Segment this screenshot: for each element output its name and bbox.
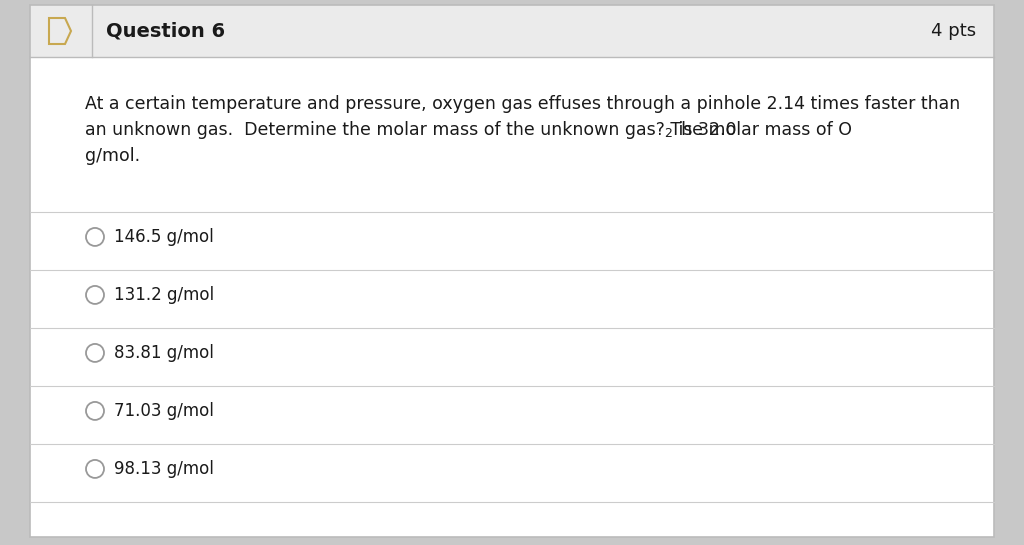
Text: 83.81 g/mol: 83.81 g/mol	[114, 344, 214, 362]
Text: 98.13 g/mol: 98.13 g/mol	[114, 460, 214, 478]
Text: g/mol.: g/mol.	[85, 147, 140, 165]
Text: 4 pts: 4 pts	[931, 22, 976, 40]
Text: At a certain temperature and pressure, oxygen gas effuses through a pinhole 2.14: At a certain temperature and pressure, o…	[85, 95, 961, 113]
Text: an unknown gas.  Determine the molar mass of the unknown gas? The molar mass of : an unknown gas. Determine the molar mass…	[85, 121, 852, 139]
Text: 146.5 g/mol: 146.5 g/mol	[114, 228, 214, 246]
Text: 2: 2	[665, 127, 672, 140]
Text: Question 6: Question 6	[106, 21, 225, 40]
Text: is 32.0: is 32.0	[673, 121, 736, 139]
Text: 71.03 g/mol: 71.03 g/mol	[114, 402, 214, 420]
FancyBboxPatch shape	[30, 57, 994, 537]
FancyBboxPatch shape	[30, 5, 994, 57]
Text: 131.2 g/mol: 131.2 g/mol	[114, 286, 214, 304]
